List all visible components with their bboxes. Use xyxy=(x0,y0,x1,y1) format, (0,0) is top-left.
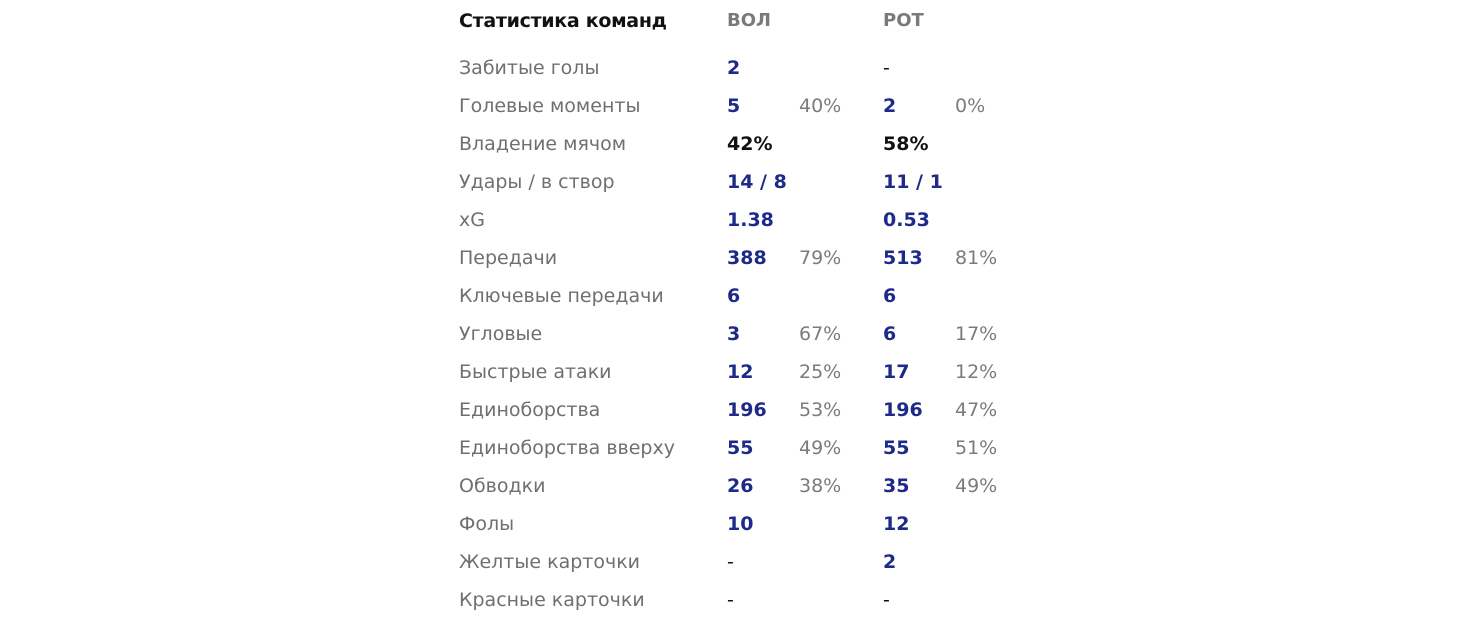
stat-row-fouls: Фолы 10 12 xyxy=(459,505,1019,543)
team1-value: 3 xyxy=(727,323,741,345)
stat-row-red-cards: Красные карточки - - xyxy=(459,581,1019,619)
stat-label: Обводки xyxy=(459,475,546,497)
stat-row-xg: xG 1.38 0.53 xyxy=(459,201,1019,239)
stat-label: Быстрые атаки xyxy=(459,361,612,383)
stats-title: Статистика команд xyxy=(459,10,667,32)
team2-percent: 47% xyxy=(955,399,998,421)
team2-value: - xyxy=(883,589,890,611)
team2-value: 12 xyxy=(883,513,910,535)
stat-row-duels: Единоборства 196 53% 196 47% xyxy=(459,391,1019,429)
stat-row-passes: Передачи 388 79% 513 81% xyxy=(459,239,1019,277)
stat-row-possession: Владение мячом 42% 58% xyxy=(459,125,1019,163)
team1-name: ВОЛ xyxy=(727,10,771,31)
team1-percent: 49% xyxy=(799,437,842,459)
team2-percent: 51% xyxy=(955,437,998,459)
stat-row-fast-attacks: Быстрые атаки 12 25% 17 12% xyxy=(459,353,1019,391)
stats-header-row: Статистика команд ВОЛ РОТ xyxy=(459,0,1019,42)
team1-value: 26 xyxy=(727,475,754,497)
team2-value: 0.53 xyxy=(883,209,930,231)
team2-value: 11 / 1 xyxy=(883,171,943,193)
stat-label: Голевые моменты xyxy=(459,95,641,117)
team1-percent: 38% xyxy=(799,475,842,497)
stat-label: Единоборства вверху xyxy=(459,437,675,459)
team1-value: 5 xyxy=(727,95,741,117)
team2-percent: 17% xyxy=(955,323,998,345)
team2-value: 17 xyxy=(883,361,910,383)
team1-value: - xyxy=(727,589,734,611)
team2-percent: 0% xyxy=(955,95,986,117)
stat-row-aerial-duels: Единоборства вверху 55 49% 55 51% xyxy=(459,429,1019,467)
team1-percent: 79% xyxy=(799,247,842,269)
team2-value: 2 xyxy=(883,551,897,573)
team1-percent: 25% xyxy=(799,361,842,383)
team2-percent: 12% xyxy=(955,361,998,383)
team1-value: 12 xyxy=(727,361,754,383)
team1-percent: 67% xyxy=(799,323,842,345)
stat-row-dribbles: Обводки 26 38% 35 49% xyxy=(459,467,1019,505)
stat-label: Угловые xyxy=(459,323,543,345)
team1-value: 1.38 xyxy=(727,209,774,231)
team2-value: - xyxy=(883,57,890,79)
stat-label: Желтые карточки xyxy=(459,551,641,573)
team2-value: 35 xyxy=(883,475,910,497)
team2-value: 2 xyxy=(883,95,897,117)
stat-row-key-passes: Ключевые передачи 6 6 xyxy=(459,277,1019,315)
team1-value: 14 / 8 xyxy=(727,171,787,193)
team1-value: 42% xyxy=(727,133,773,155)
stat-label: Удары / в створ xyxy=(459,171,615,193)
team1-value: 6 xyxy=(727,285,741,307)
team2-percent: 81% xyxy=(955,247,998,269)
stat-row-goals: Забитые голы 2 - xyxy=(459,49,1019,87)
team2-value: 6 xyxy=(883,323,897,345)
team1-value: - xyxy=(727,551,734,573)
team-stats-table: Статистика команд ВОЛ РОТ Забитые голы 2… xyxy=(459,0,1019,619)
stat-row-shots: Удары / в створ 14 / 8 11 / 1 xyxy=(459,163,1019,201)
team2-value: 6 xyxy=(883,285,897,307)
stat-label: Красные карточки xyxy=(459,589,645,611)
team2-value: 513 xyxy=(883,247,923,269)
stat-label: Ключевые передачи xyxy=(459,285,664,307)
stat-label: Единоборства xyxy=(459,399,601,421)
team2-value: 55 xyxy=(883,437,910,459)
stat-row-yellow-cards: Желтые карточки - 2 xyxy=(459,543,1019,581)
team1-percent: 40% xyxy=(799,95,842,117)
stat-row-corners: Угловые 3 67% 6 17% xyxy=(459,315,1019,353)
team2-value: 196 xyxy=(883,399,923,421)
stat-label: Фолы xyxy=(459,513,515,535)
team2-value: 58% xyxy=(883,133,929,155)
team1-value: 55 xyxy=(727,437,754,459)
stat-label: Передачи xyxy=(459,247,558,269)
team1-value: 196 xyxy=(727,399,767,421)
stat-row-chances: Голевые моменты 5 40% 2 0% xyxy=(459,87,1019,125)
team1-percent: 53% xyxy=(799,399,842,421)
stat-label: Забитые голы xyxy=(459,57,600,79)
team1-value: 2 xyxy=(727,57,741,79)
team2-name: РОТ xyxy=(883,10,924,31)
team2-percent: 49% xyxy=(955,475,998,497)
team1-value: 388 xyxy=(727,247,767,269)
stat-label: xG xyxy=(459,209,485,231)
stat-label: Владение мячом xyxy=(459,133,627,155)
team1-value: 10 xyxy=(727,513,754,535)
